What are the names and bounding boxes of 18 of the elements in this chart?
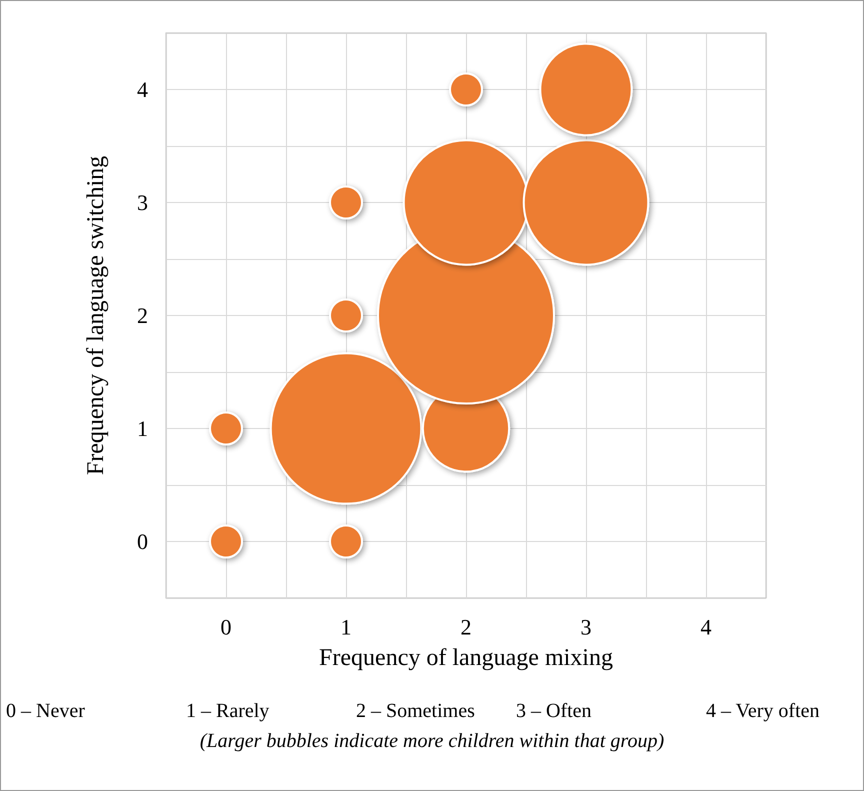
y-axis-title: Frequency of language switching <box>83 156 109 476</box>
y-tick-label: 0 <box>137 529 148 554</box>
x-tick-label: 4 <box>700 614 712 640</box>
text: 2 – Sometimes <box>356 700 476 722</box>
x-tick-label: 3 <box>580 614 592 640</box>
y-tick-label: 3 <box>137 190 148 215</box>
x-tick-label: 0 <box>220 614 232 640</box>
text: 4 – Very often <box>706 700 820 722</box>
x-tick-label: 2 <box>460 614 472 640</box>
text: (Larger bubbles indicate more children within that group) <box>200 730 664 752</box>
text: 0 – Never <box>6 700 86 722</box>
text: 1 – Rarely <box>186 700 270 722</box>
y-tick-label: 1 <box>137 416 148 441</box>
x-axis-title: Frequency of language mixing <box>319 645 613 671</box>
y-tick-label: 2 <box>137 303 148 328</box>
text: 3 – Often <box>516 700 592 722</box>
y-tick-label: 4 <box>137 77 148 102</box>
x-tick-label: 1 <box>340 614 352 640</box>
